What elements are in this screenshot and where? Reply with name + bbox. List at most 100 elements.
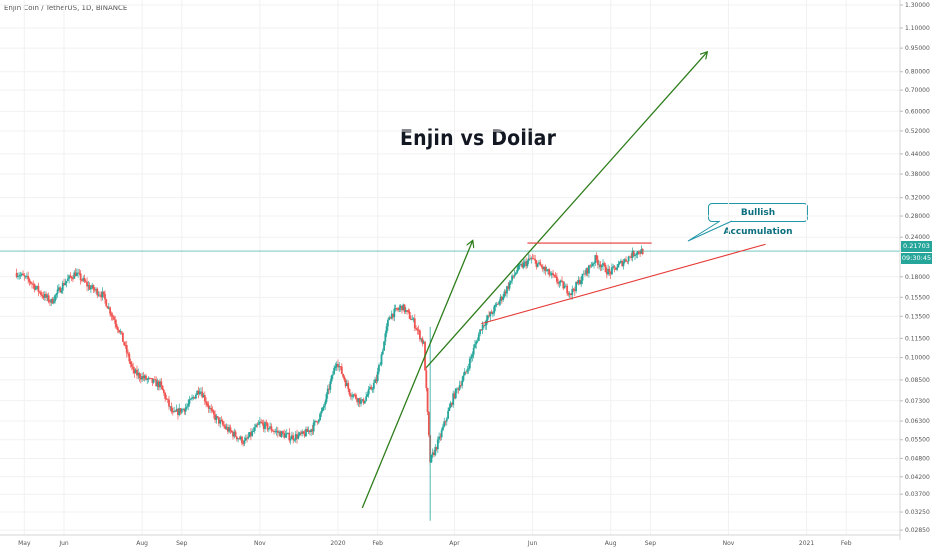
candle-body	[232, 432, 234, 437]
candle-body	[563, 285, 566, 289]
candle-body	[502, 296, 505, 300]
candle-body	[372, 382, 375, 389]
candle-body	[361, 399, 364, 401]
candle-body	[97, 294, 100, 296]
candle-body	[43, 293, 46, 298]
candle-body	[114, 319, 117, 324]
candle-body	[585, 268, 588, 275]
candle-body	[442, 426, 444, 431]
y-tick-label: 0.38000	[905, 171, 930, 178]
candle-body	[308, 430, 311, 433]
candle-body	[479, 329, 481, 335]
candle-body	[356, 398, 359, 403]
candle-body	[42, 295, 45, 298]
candle-body	[292, 435, 295, 440]
candle-body	[486, 315, 489, 320]
candle-body	[77, 272, 79, 274]
candle-body	[475, 341, 478, 345]
candle-body	[111, 315, 114, 317]
candle-body	[416, 329, 419, 330]
candle-body	[154, 379, 156, 381]
candle-body	[521, 263, 524, 268]
candle-body	[230, 430, 233, 433]
candle-body	[366, 394, 369, 397]
candle-body	[203, 395, 206, 402]
candle-body	[348, 389, 351, 395]
x-tick-label: Feb	[372, 540, 383, 547]
y-tick-label: 0.04800	[905, 455, 930, 462]
candle-body	[417, 329, 420, 331]
candle-body	[15, 272, 18, 277]
candle-body	[337, 363, 339, 368]
candle-body	[155, 379, 158, 387]
candle-body	[226, 427, 229, 432]
x-tick-label: 2020	[330, 540, 345, 547]
x-tick-label: Nov	[254, 540, 266, 547]
candle-body	[383, 341, 385, 351]
candle-body	[23, 275, 26, 277]
candle-body	[509, 280, 512, 283]
candle-body	[247, 436, 250, 439]
candle-body	[595, 255, 598, 260]
x-tick-label: Aug	[136, 540, 148, 547]
candle-body	[434, 447, 437, 456]
candle-body	[315, 420, 318, 422]
candles	[15, 245, 644, 521]
candle-body	[621, 260, 624, 266]
candle-body	[351, 396, 353, 398]
candle-body	[316, 421, 319, 423]
candle-body	[55, 293, 58, 296]
candle-body	[189, 398, 192, 400]
candle-body	[365, 396, 368, 401]
candle-body	[279, 431, 282, 437]
candle-body	[59, 287, 62, 293]
candle-body	[210, 408, 213, 410]
candle-body	[122, 332, 124, 342]
candle-body	[253, 427, 256, 431]
candle-body	[488, 315, 490, 317]
candle-body	[371, 388, 374, 390]
candle-body	[422, 341, 425, 344]
candle-body	[411, 319, 414, 321]
candle-body	[620, 260, 622, 263]
candle-body	[639, 253, 642, 255]
candle-body	[200, 391, 202, 393]
candle-body	[412, 318, 415, 320]
candle-body	[641, 248, 644, 255]
candle-body	[22, 273, 24, 276]
candle-body	[273, 431, 275, 433]
candle-body	[397, 309, 400, 311]
y-tick-label: 0.95000	[905, 45, 930, 52]
candle-body	[294, 434, 297, 440]
candle-body	[88, 285, 91, 290]
candle-body	[623, 259, 626, 263]
symbol-label: Enjin Coin / TetherUS, 1D, BINANCE	[4, 4, 128, 12]
candle-body	[617, 263, 620, 268]
candle-body	[269, 426, 272, 429]
candle-body	[322, 405, 325, 408]
candle-body	[515, 272, 517, 275]
candle-body	[435, 447, 438, 450]
x-tick-label: Sep	[645, 540, 657, 547]
candle-body	[622, 262, 625, 266]
candle-body	[392, 313, 394, 318]
candle-body	[338, 366, 341, 368]
candle-body	[106, 306, 109, 309]
candle-body	[474, 344, 476, 348]
candle-body	[494, 304, 497, 307]
candle-body	[552, 273, 554, 276]
x-tick-label: Jun	[527, 540, 538, 547]
candle-body	[251, 431, 254, 436]
candle-body	[582, 273, 585, 275]
candle-body	[443, 421, 446, 427]
candle-body	[47, 295, 50, 302]
candle-body	[543, 266, 545, 270]
candle-body	[206, 403, 209, 406]
candle-body	[430, 454, 433, 463]
candle-body	[162, 390, 165, 393]
candle-body	[625, 259, 627, 262]
bullish-accumulation-callout[interactable]: Bullish Accumulation	[708, 203, 808, 237]
candle-body	[532, 258, 535, 260]
candle-body	[607, 268, 610, 275]
